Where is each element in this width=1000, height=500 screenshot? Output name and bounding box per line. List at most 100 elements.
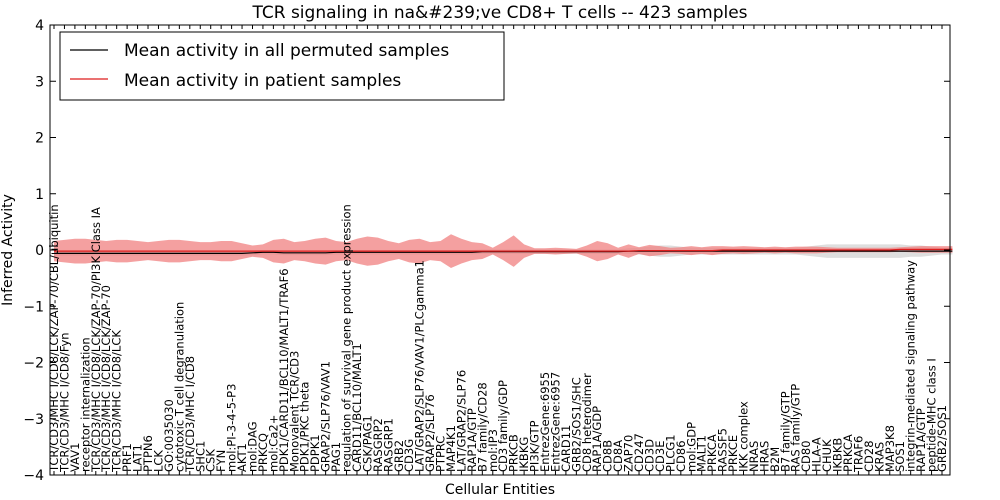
y-tick-label: 0 (35, 243, 44, 259)
x-axis-title: Cellular Entities (445, 482, 555, 498)
x-tick-label: mol:IP3 (486, 429, 500, 472)
x-tick-label: IKBKG (517, 437, 531, 472)
legend-box (59, 31, 505, 101)
x-tick-label: MALT1 (695, 435, 709, 472)
y-tick-label: −1 (23, 299, 44, 315)
y-tick-label: 2 (35, 131, 44, 147)
x-tick-label: RAS family/GTP (789, 384, 803, 472)
x-tick-label: IKK complex (737, 401, 751, 472)
x-tick-label: cytotoxic T cell degranulation (172, 302, 186, 472)
x-tick-label: PAG1 (329, 442, 343, 472)
x-tick-label: PTPRC (434, 436, 448, 472)
x-tick-label: TCR/CD3/MHC I/CD8/LCK (110, 330, 124, 473)
x-tick-label: HLA-A (810, 437, 824, 472)
x-tick-label: RAP1A/GTP (914, 408, 928, 472)
x-tick-label: CD80 (799, 440, 813, 472)
x-tick-label: regulation of survival gene product expr… (340, 204, 354, 472)
x-tick-label: CARD11 (559, 425, 573, 472)
x-tick-label: GRAP2/SLP76 (423, 394, 437, 472)
x-axis-ticks (53, 25, 943, 475)
y-tick-label: 3 (35, 74, 44, 90)
x-tick-label: VAV1 (68, 443, 82, 472)
x-tick-label: KRAS (872, 442, 886, 472)
x-tick-label: RAP1A/GTP (465, 408, 479, 472)
x-tick-label: CD8B (601, 440, 615, 472)
x-tick-label: SOS1 (893, 441, 907, 472)
x-tick-label: mol:GDP (684, 422, 698, 472)
x-tick-label: B2M (768, 447, 782, 472)
x-tick-label: RASGRP1 (381, 418, 395, 472)
x-tick-label: FYN (214, 450, 228, 472)
x-tick-label: TCR/CD3/MHC I/CD8/LCK/ZAP-70 (99, 285, 113, 473)
x-tick-label: TCR/CD3/MHC I/CD8 (183, 356, 197, 473)
x-tick-label: CD28 (862, 440, 876, 472)
x-tick-label: GRB2/SOS1/SHC (569, 377, 583, 472)
x-tick-label: RASGRP2 (371, 418, 385, 472)
x-tick-label: GRB2 (392, 440, 406, 472)
chart-title: TCR signaling in na&#239;ve CD8+ T cells… (251, 3, 747, 23)
x-tick-label: SHC1 (193, 441, 207, 472)
x-tick-label: B7 family/CD28 (475, 382, 489, 472)
series-lines (54, 248, 953, 254)
x-tick-label: ZAP70 (622, 435, 636, 472)
x-tick-label: CHUK (820, 439, 834, 472)
x-tick-label: RASSF5 (716, 428, 730, 472)
x-tick-label: receptor internalization (78, 337, 92, 472)
x-tick-label: PDK1/CARD11/BCL10/MALT1/TRAF6 (277, 268, 291, 472)
x-tick-label: LAT/GRAP2/SLP76 (454, 370, 468, 472)
legend: Mean activity in all permuted samples Me… (59, 31, 505, 101)
x-tick-label: mol:DAG (246, 421, 260, 472)
x-tick-label: CSK (204, 449, 218, 472)
x-tick-label: TCR/CD3/MHC I/CD8/LCK/ZAP-70/CBL/ubiquit… (47, 204, 61, 473)
x-tick-label: RAP1A/GDP (590, 406, 604, 472)
x-tick-label: CD3G (402, 439, 416, 472)
x-tick-label: CD8A (611, 440, 625, 472)
x-tick-label: mol:PI-3-4-5-P3 (225, 384, 239, 472)
x-tick-label: PRKCA (841, 434, 855, 472)
x-tick-label: CD3E (653, 441, 667, 472)
x-axis-entity-labels: TCR/CD3/MHC I/CD8/LCK/ZAP-70/CBL/ubiquit… (47, 204, 949, 473)
y-tick-label: 1 (35, 187, 44, 203)
x-tick-label: GRB2/SOS1 (935, 405, 949, 472)
x-tick-label: CD86 (674, 440, 688, 472)
x-tick-label: AKT1 (235, 443, 249, 472)
x-tick-label: integrin-mediated signaling pathway (904, 260, 918, 472)
x-tick-label: TRAF6 (851, 436, 865, 473)
x-tick-label: IKBKB (831, 438, 845, 472)
y-tick-label: 4 (35, 18, 44, 34)
legend-label-patient: Mean activity in patient samples (124, 71, 401, 91)
x-tick-label: PTPN6 (141, 435, 155, 472)
x-tick-label: LAT1 (131, 444, 145, 472)
x-tick-label: PDPK1 (308, 434, 322, 472)
x-tick-label: PRKCQ (256, 433, 270, 472)
x-tick-label: LCK (152, 450, 166, 472)
x-tick-label: PRKCB (507, 434, 521, 472)
x-tick-label: mol:Ca2+ (266, 415, 280, 472)
y-tick-label: −2 (23, 356, 44, 372)
x-tick-label: GO:0035030 (162, 399, 176, 472)
x-tick-label: PRKCA (705, 434, 719, 472)
x-tick-label: HRAS (757, 441, 771, 472)
x-tick-label: B7 family/GTP (778, 391, 792, 472)
x-tick-label: PRF1 (120, 443, 134, 472)
x-tick-label: TCR/CD3/MHC I/CD8/LCK/ZAP-70/PI3K Class … (89, 207, 103, 473)
x-tick-label: MAP3K8 (883, 425, 897, 472)
x-tick-label: MAP4K1 (444, 425, 458, 472)
y-axis-title: Inferred Activity (0, 194, 16, 306)
x-tick-label: GRAP2/SLP76/VAV1 (319, 361, 333, 472)
x-tick-label: PDK1/PKC theta (298, 382, 312, 472)
x-tick-label: CD3D (643, 439, 657, 472)
x-tick-label: CD247 (632, 433, 646, 472)
x-tick-label: CSK/PAG1 (360, 415, 374, 472)
x-tick-label: NRAS (747, 441, 761, 472)
x-tick-label: EntrezGene:6955 (538, 372, 552, 472)
x-tick-label: PI3K/GTP (528, 420, 542, 472)
x-tick-label: Monovalent TCR/CD3 (287, 351, 301, 472)
x-tick-label: peptide-MHC class I (925, 358, 939, 472)
x-tick-label: LAT/GRAP2/SLP76/VAV1/PLCgamma1 (413, 260, 427, 472)
y-axis-ticks: 4 3 2 1 0 −1 −2 −3 −4 (23, 18, 950, 484)
x-tick-label: CD8 heterodimer (580, 373, 594, 472)
x-tick-label: CD3 family/GDP (496, 380, 510, 472)
x-tick-label: PLCG1 (663, 434, 677, 472)
